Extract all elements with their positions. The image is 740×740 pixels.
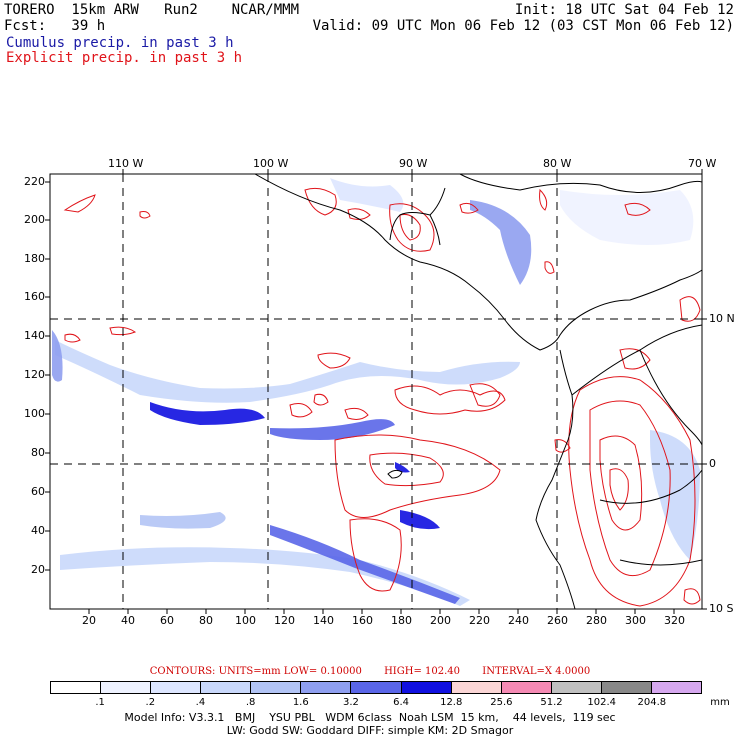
lon-label-110w: 110 W xyxy=(108,157,144,170)
header-forecast-hour: Fcst: 39 h xyxy=(4,18,106,34)
x-tick-label: 260 xyxy=(547,614,568,627)
x-tick-label: 180 xyxy=(391,614,412,627)
lon-label-90w: 90 W xyxy=(399,157,428,170)
header-init-time: Init: 18 UTC Sat 04 Feb 12 xyxy=(514,2,734,18)
y-tick-label: 20 xyxy=(31,563,45,576)
precip-colorbar xyxy=(50,681,702,694)
colorbar-swatch xyxy=(351,682,402,693)
contour-high: HIGH= 102.40 xyxy=(384,666,461,677)
header-valid-time: Valid: 09 UTC Mon 06 Feb 12 (03 CST Mon … xyxy=(312,18,734,34)
colorbar-level-label: 51.2 xyxy=(540,697,563,708)
y-tick-label: 60 xyxy=(31,485,45,498)
colorbar-swatch xyxy=(101,682,152,693)
axis-ticks xyxy=(45,169,707,614)
x-tick-label: 320 xyxy=(664,614,685,627)
colorbar-level-label: .2 xyxy=(145,697,156,708)
legend-explicit-label: Explicit precip. in past 3 h xyxy=(6,50,243,66)
contour-info: CONTOURS: UNITS=mm LOW= 0.10000 HIGH= 10… xyxy=(0,666,740,677)
x-tick-label: 140 xyxy=(313,614,334,627)
colorbar-level-label: 102.4 xyxy=(587,697,617,708)
x-tick-label: 240 xyxy=(508,614,529,627)
colorbar-swatch xyxy=(451,682,502,693)
x-tick-label: 120 xyxy=(274,614,295,627)
lat-label-10s: 10 S xyxy=(709,602,734,615)
lon-label-80w: 80 W xyxy=(543,157,572,170)
y-tick-label: 100 xyxy=(24,407,45,420)
x-tick-label: 220 xyxy=(469,614,490,627)
colorbar-swatch xyxy=(251,682,302,693)
y-tick-label: 80 xyxy=(31,446,45,459)
explicit-precip-contours xyxy=(63,187,701,607)
colorbar-level-label: .8 xyxy=(245,697,256,708)
colorbar-level-label: 12.8 xyxy=(440,697,463,708)
colorbar-level-label: 6.4 xyxy=(393,697,410,708)
colorbar-swatch xyxy=(151,682,202,693)
contour-units: CONTOURS: UNITS=mm LOW= 0.10000 xyxy=(149,666,362,677)
contour-interval: INTERVAL=X 4.0000 xyxy=(482,666,591,677)
x-tick-label: 300 xyxy=(625,614,646,627)
header-run-info: TORERO 15km ARW Run2 NCAR/MMM xyxy=(4,2,300,18)
lon-label-70w: 70 W xyxy=(688,157,717,170)
colorbar-swatch xyxy=(401,682,452,693)
colorbar-swatch xyxy=(651,682,702,693)
colorbar-level-label: .4 xyxy=(195,697,206,708)
lat-lon-grid xyxy=(50,174,702,609)
map-frame xyxy=(49,173,703,610)
model-info: Model Info: V3.3.1 BMJ YSU PBL WDM 6clas… xyxy=(124,711,616,724)
x-tick-label: 60 xyxy=(160,614,174,627)
colorbar-swatch xyxy=(51,682,102,693)
lat-label-10n: 10 N xyxy=(709,312,735,325)
coastlines xyxy=(254,174,702,609)
colorbar-swatch xyxy=(601,682,652,693)
colorbar-swatch xyxy=(201,682,252,693)
y-tick-label: 160 xyxy=(24,290,45,303)
precip-field xyxy=(50,174,702,609)
x-tick-label: 40 xyxy=(121,614,135,627)
y-tick-label: 200 xyxy=(24,213,45,226)
x-tick-label: 20 xyxy=(82,614,96,627)
lon-label-100w: 100 W xyxy=(253,157,289,170)
colorbar-unit: mm xyxy=(710,697,730,708)
colorbar-swatch xyxy=(501,682,552,693)
y-tick-label: 220 xyxy=(24,175,45,188)
colorbar-level-label: 3.2 xyxy=(342,697,359,708)
y-tick-label: 120 xyxy=(24,368,45,381)
cumulus-precip-shading xyxy=(52,178,700,606)
y-tick-label: 180 xyxy=(24,252,45,265)
y-tick-label: 140 xyxy=(24,329,45,342)
colorbar-level-label: 1.6 xyxy=(292,697,309,708)
model-physics: LW: Godd SW: Goddard DIFF: simple KM: 2D… xyxy=(226,724,514,737)
x-tick-label: 280 xyxy=(586,614,607,627)
colorbar-level-label: 25.6 xyxy=(490,697,513,708)
legend-cumulus-label: Cumulus precip. in past 3 h xyxy=(6,35,234,51)
x-tick-label: 100 xyxy=(235,614,256,627)
colorbar-swatch xyxy=(301,682,352,693)
x-tick-label: 200 xyxy=(430,614,451,627)
x-tick-label: 160 xyxy=(352,614,373,627)
lat-label-0: 0 xyxy=(709,457,716,470)
colorbar-swatch xyxy=(551,682,602,693)
colorbar-level-label: .1 xyxy=(95,697,105,708)
y-tick-label: 40 xyxy=(31,524,45,537)
colorbar-level-label: 204.8 xyxy=(637,697,667,708)
x-tick-label: 80 xyxy=(199,614,213,627)
